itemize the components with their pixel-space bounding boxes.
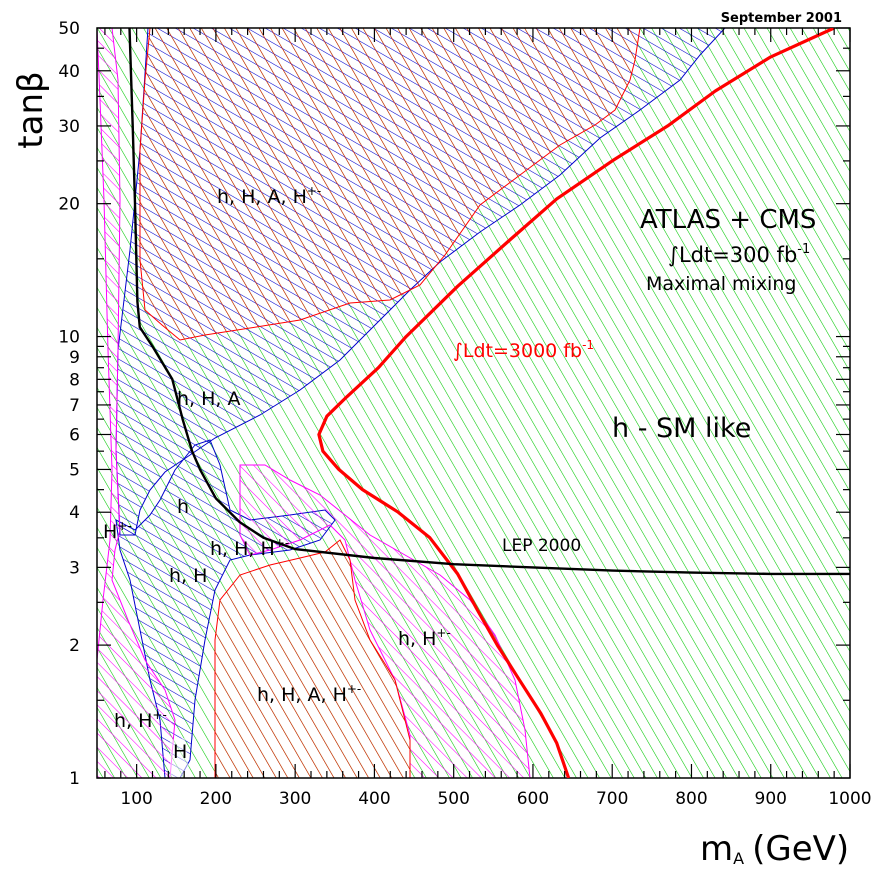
magenta-left-region-fill — [97, 28, 176, 778]
y-axis-title: tanβ — [11, 71, 51, 148]
y-tick-label: 7 — [69, 396, 80, 416]
curve-label-3000-exp: -1 — [582, 338, 594, 352]
title-line-2-text: ∫Ldt=300 fb — [668, 243, 797, 267]
region-label-blue-upper: h, H, A — [177, 388, 241, 410]
plot-frame — [96, 27, 851, 779]
region-label-magenta-bottom: h, H+- — [114, 708, 167, 732]
x-tick-label: 600 — [517, 789, 549, 809]
y-tick-label: 2 — [69, 636, 80, 656]
svg-text:mA(GeV): mA (GeV) — [700, 829, 849, 869]
red-upper-region-fill — [139, 28, 641, 341]
curve-label-3000-text: ∫Ldt=3000 fb — [453, 340, 582, 362]
region-label-hpm-left-exp: +- — [117, 519, 131, 533]
region-label-magenta-right: h, H+- — [398, 626, 451, 650]
region-fills — [97, 28, 850, 778]
y-tick-label: 1 — [69, 769, 80, 789]
x-axis-title: mA (GeV) — [700, 829, 849, 869]
date-label: September 2001 — [721, 11, 842, 26]
region-label-hpm-left: H+- — [103, 519, 132, 543]
y-tick-label: 5 — [69, 460, 80, 480]
x-tick-label: 500 — [437, 789, 469, 809]
region-label-magenta-right-exp: +- — [436, 626, 450, 640]
y-tick-label: 8 — [69, 370, 80, 390]
y-tick-label: 20 — [58, 195, 80, 215]
y-tick-label: 9 — [69, 348, 80, 368]
x-tick-label: 100 — [120, 789, 152, 809]
curve-layer — [128, 28, 850, 778]
curve-label-3000: ∫Ldt=3000 fb-1 — [453, 338, 594, 362]
region-labels: h, H, A, H+- h, H, A h - SM like h H+- h… — [103, 184, 751, 763]
title-line-2: ∫Ldt=300 fb-1 — [668, 242, 810, 267]
title-line-1: ATLAS + CMS — [640, 205, 816, 235]
x-axis-title-unit: (GeV) — [752, 829, 849, 869]
x-tick-label: 800 — [675, 789, 707, 809]
region-label-h-small: h — [177, 496, 189, 518]
x-tick-label: 200 — [200, 789, 232, 809]
curve-3000-line — [317, 28, 835, 778]
region-label-sm-like: h - SM like — [612, 413, 751, 444]
y-tick-label: 4 — [69, 503, 80, 523]
y-tick-label: 3 — [69, 558, 80, 578]
region-label-red-upper-text: h, H, A, H — [217, 186, 307, 208]
x-axis-title-sub: A — [733, 849, 744, 868]
region-label-hpm-left-text: H — [103, 521, 117, 543]
region-label-red-lower: h, H, A, H+- — [257, 682, 361, 706]
region-label-magenta-bottom-exp: +- — [152, 708, 166, 722]
x-axis-title-main: m — [700, 829, 733, 869]
tick-layer — [97, 27, 851, 779]
region-label-red-upper-exp: +- — [307, 184, 321, 198]
title-line-2-exp: -1 — [797, 242, 810, 257]
region-label-blue-lower-text: h, H, H — [210, 538, 275, 560]
x-tick-label: 400 — [358, 789, 390, 809]
x-tick-label: 900 — [755, 789, 787, 809]
y-tick-label: 40 — [58, 62, 80, 82]
y-tick-label: 50 — [58, 19, 80, 39]
region-label-magenta-right-text: h, H — [398, 628, 436, 650]
y-tick-label: 6 — [69, 425, 80, 445]
region-label-blue-lower: h, H, H+- — [210, 536, 289, 560]
curve-label-lep: LEP 2000 — [502, 536, 581, 556]
region-label-h-bottom: H — [173, 741, 187, 763]
y-tick-label: 30 — [58, 117, 80, 137]
x-tick-labels: 100 200 300 400 500 600 700 800 900 1000 — [120, 789, 871, 809]
region-label-hh-lower: h, H — [169, 565, 207, 587]
title-block: ATLAS + CMS ∫Ldt=300 fb-1 Maximal mixing — [640, 205, 816, 295]
x-tick-label: 300 — [279, 789, 311, 809]
region-label-red-upper: h, H, A, H+- — [217, 184, 321, 208]
region-label-blue-lower-exp: +- — [275, 536, 289, 550]
red-lower-region-fill — [214, 539, 411, 778]
curve-lep2000-line — [128, 28, 850, 576]
y-tick-label: 10 — [58, 328, 80, 348]
x-tick-label: 700 — [596, 789, 628, 809]
region-label-red-lower-exp: +- — [347, 682, 361, 696]
magenta-right-region-fill — [239, 464, 531, 778]
green-h-pocket-fill — [170, 738, 190, 778]
region-label-magenta-bottom-text: h, H — [114, 710, 152, 732]
x-tick-label: 1000 — [828, 789, 871, 809]
region-label-red-lower-text: h, H, A, H — [257, 684, 347, 706]
title-line-3: Maximal mixing — [646, 273, 796, 295]
